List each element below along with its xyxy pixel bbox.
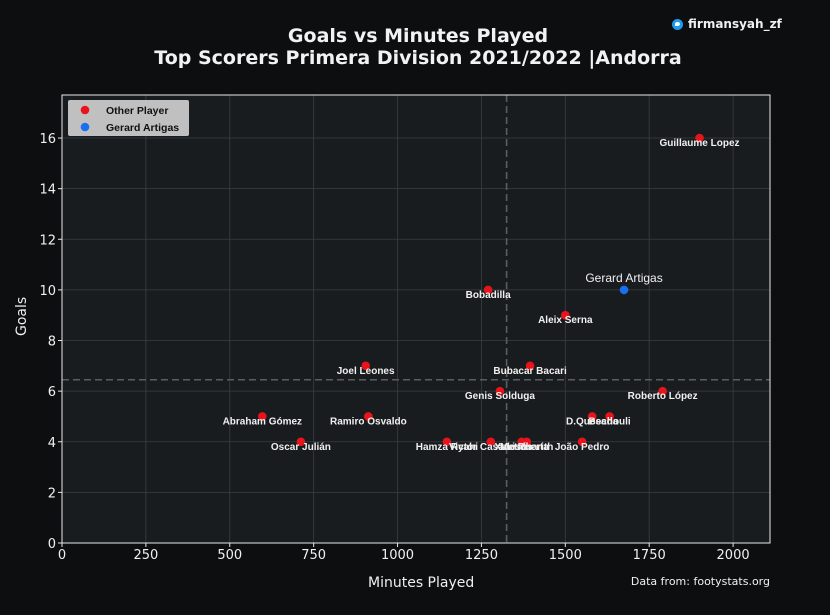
x-tick-label: 500 <box>217 548 242 563</box>
y-axis-label: Goals <box>14 296 30 336</box>
player-label: Bobadilla <box>466 290 511 301</box>
player-point <box>587 412 597 421</box>
player-label: D.Quesada <box>566 416 619 427</box>
legend: Other Player Gerard Artigas <box>68 100 189 136</box>
highlight-player-label: Gerard Artigas <box>585 271 662 285</box>
x-tick-label: 1250 <box>465 548 498 563</box>
player-label: Ramiro Osvaldo <box>330 416 407 427</box>
player-label: Hamza Ryahi <box>416 442 478 453</box>
player-point <box>577 437 587 447</box>
mean-lines <box>62 95 770 543</box>
player-point <box>561 310 570 320</box>
player-label: Bechouli <box>588 416 630 427</box>
legend-marker <box>80 105 90 115</box>
player-label: Oscar Julián <box>271 442 331 453</box>
player-point <box>522 437 532 447</box>
highlight-player-point <box>619 285 629 295</box>
player-point <box>258 412 267 421</box>
player-point <box>495 386 505 396</box>
player-label: Guillaume Lopez <box>660 138 740 149</box>
player-point <box>361 361 370 371</box>
legend-box <box>68 100 189 136</box>
y-tick-label: 6 <box>48 385 56 400</box>
x-tick-label: 1000 <box>381 548 414 563</box>
x-tick-label: 0 <box>58 548 66 563</box>
plot-frame <box>61 94 771 544</box>
legend-marker <box>80 122 90 132</box>
player-point <box>658 386 667 396</box>
twitter-handle: firmansyah_zf <box>672 17 782 31</box>
x-tick-label: 250 <box>133 548 158 563</box>
legend-label: Gerard Artigas <box>106 122 179 134</box>
player-label: João Pedro <box>555 442 609 453</box>
twitter-handle-text: firmansyah_zf <box>688 17 782 31</box>
y-tick-label: 10 <box>39 284 56 299</box>
x-axis-label: Minutes Played <box>368 575 475 591</box>
y-tick-label: 12 <box>39 233 56 248</box>
player-point <box>364 412 373 421</box>
plot-area <box>62 95 770 543</box>
player-label: Victor Casadesús <box>449 442 533 453</box>
player-label: Bubacar Bacari <box>493 366 567 377</box>
player-label: Xavi Puerta <box>494 442 549 453</box>
x-tick-label: 750 <box>301 548 326 563</box>
player-label: Roberto López <box>628 391 698 402</box>
player-point <box>695 133 704 143</box>
player-point <box>605 412 614 421</box>
chart-title-line1: Goals vs Minutes Played <box>287 25 549 47</box>
y-tick-label: 16 <box>39 132 56 147</box>
player-label: Aleix Serna <box>538 315 593 326</box>
x-tick-label: 1750 <box>633 548 666 563</box>
y-tick-label: 4 <box>48 436 56 451</box>
twitter-bird-icon <box>672 18 683 30</box>
player-label: Genis Solduga <box>465 391 535 402</box>
axes: 0 250 500 750 1000 1250 1500 1750 2000 0 2 4 6 8 10 12 1… <box>39 94 771 563</box>
player-point <box>442 437 452 447</box>
player-point <box>525 361 535 371</box>
player-label: Joel Leones <box>337 366 395 377</box>
x-tick-label: 2000 <box>717 548 750 563</box>
player-point <box>296 437 306 447</box>
player-point <box>483 285 493 295</box>
grid-lines <box>61 95 770 544</box>
chart-title-line2: Top Scorers Primera Division 2021/2022 |… <box>154 47 682 69</box>
player-point <box>486 437 496 447</box>
player-label: Abraham Gómez <box>223 416 302 427</box>
y-tick-label: 0 <box>48 537 56 552</box>
data-source-note: Data from: footystats.org <box>630 575 770 588</box>
x-tick-label: 1500 <box>549 548 582 563</box>
data-points <box>258 133 704 447</box>
legend-label: Other Player <box>106 105 168 117</box>
y-tick-label: 2 <box>48 486 56 501</box>
player-label: Metalharith <box>500 442 553 453</box>
point-labels: Guillaume Lopez Gerard Artigas Bobadilla Al… <box>223 138 740 453</box>
y-tick-label: 14 <box>39 183 56 198</box>
y-tick-label: 8 <box>48 335 56 350</box>
